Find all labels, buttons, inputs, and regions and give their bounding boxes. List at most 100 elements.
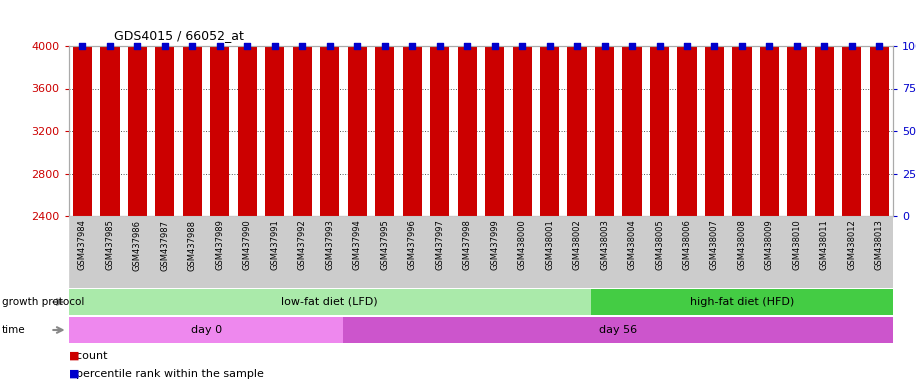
Text: GSM437984: GSM437984 [78, 220, 87, 270]
Point [707, 43, 722, 49]
Bar [375, 0, 394, 216]
Text: GSM437992: GSM437992 [298, 220, 307, 270]
Bar [127, 0, 147, 216]
Text: day 56: day 56 [599, 325, 638, 335]
Text: GSM437991: GSM437991 [270, 220, 279, 270]
Point [350, 43, 365, 49]
Bar [787, 0, 806, 216]
Bar [316, 216, 344, 288]
Bar [618, 216, 646, 288]
Bar [783, 216, 811, 288]
Bar [677, 0, 696, 216]
Bar [430, 0, 449, 216]
Point [762, 43, 777, 49]
Point [432, 43, 447, 49]
Text: percentile rank within the sample: percentile rank within the sample [69, 369, 264, 379]
Bar [371, 216, 398, 288]
Point [597, 43, 612, 49]
Text: GSM437996: GSM437996 [408, 220, 417, 270]
Text: GSM437987: GSM437987 [160, 220, 169, 271]
Bar [237, 0, 256, 216]
Text: GSM438012: GSM438012 [847, 220, 856, 270]
Text: GSM437993: GSM437993 [325, 220, 334, 270]
Text: GSM438002: GSM438002 [572, 220, 582, 270]
Text: GSM437997: GSM437997 [435, 220, 444, 270]
Bar [69, 216, 96, 288]
Text: GSM438007: GSM438007 [710, 220, 719, 270]
Bar [869, 0, 889, 216]
Text: ■: ■ [69, 369, 79, 379]
Bar [732, 0, 751, 216]
Point [845, 43, 859, 49]
Text: GSM438009: GSM438009 [765, 220, 774, 270]
Point [790, 43, 804, 49]
Text: GSM437990: GSM437990 [243, 220, 252, 270]
Point [377, 43, 392, 49]
Bar [814, 0, 834, 216]
Bar [701, 216, 728, 288]
Bar [155, 0, 174, 216]
Bar [261, 216, 289, 288]
Bar [151, 216, 179, 288]
Text: GSM437988: GSM437988 [188, 220, 197, 271]
Bar [344, 216, 371, 288]
Point [680, 43, 694, 49]
Text: ■: ■ [69, 351, 79, 361]
Point [103, 43, 117, 49]
Bar [704, 0, 724, 216]
Point [158, 43, 172, 49]
Point [267, 43, 282, 49]
Bar [398, 216, 426, 288]
Bar [536, 216, 563, 288]
Text: GSM437994: GSM437994 [353, 220, 362, 270]
Bar [179, 216, 206, 288]
Point [542, 43, 557, 49]
Text: GSM438010: GSM438010 [792, 220, 802, 270]
Text: GSM438001: GSM438001 [545, 220, 554, 270]
Text: time: time [2, 325, 26, 335]
Bar [512, 0, 531, 216]
Bar [842, 0, 861, 216]
Bar [73, 0, 92, 216]
Bar [508, 216, 536, 288]
Bar [540, 0, 559, 216]
Point [460, 43, 474, 49]
Bar [182, 0, 202, 216]
Bar [402, 0, 421, 216]
Bar [567, 0, 586, 216]
Bar [756, 216, 783, 288]
Point [872, 43, 887, 49]
Point [322, 43, 337, 49]
Text: GSM438006: GSM438006 [682, 220, 692, 270]
Bar [866, 216, 893, 288]
Text: count: count [69, 351, 107, 361]
Text: GSM438003: GSM438003 [600, 220, 609, 270]
Point [625, 43, 639, 49]
Text: GSM437999: GSM437999 [490, 220, 499, 270]
Bar [728, 216, 756, 288]
Text: GSM437986: GSM437986 [133, 220, 142, 271]
Point [817, 43, 832, 49]
Text: GSM438000: GSM438000 [518, 220, 527, 270]
Text: GSM438005: GSM438005 [655, 220, 664, 270]
Text: day 0: day 0 [191, 325, 222, 335]
Bar [838, 216, 866, 288]
Bar [344, 318, 893, 343]
Bar [591, 290, 893, 314]
Point [515, 43, 529, 49]
Bar [453, 216, 481, 288]
Bar [591, 216, 618, 288]
Point [487, 43, 502, 49]
Bar [210, 0, 229, 216]
Bar [206, 216, 234, 288]
Bar [457, 0, 476, 216]
Bar [485, 0, 504, 216]
Point [185, 43, 200, 49]
Text: growth protocol: growth protocol [2, 297, 84, 307]
Bar [234, 216, 261, 288]
Bar [292, 0, 311, 216]
Text: high-fat diet (HFD): high-fat diet (HFD) [690, 297, 794, 307]
Text: GSM438004: GSM438004 [627, 220, 637, 270]
Point [735, 43, 749, 49]
Text: GSM437995: GSM437995 [380, 220, 389, 270]
